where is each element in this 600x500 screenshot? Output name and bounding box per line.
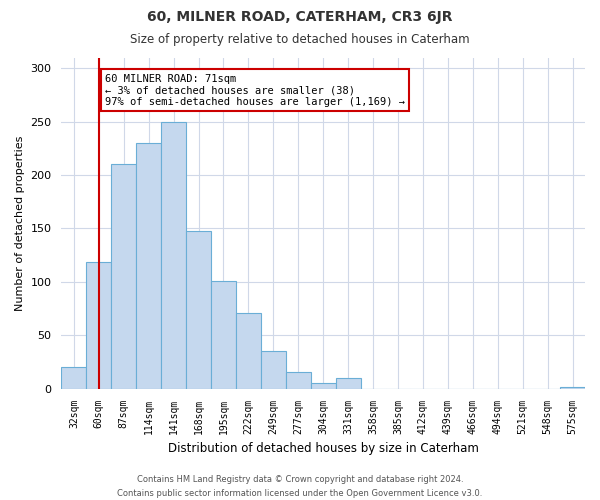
Bar bbox=[86, 262, 111, 388]
Text: Contains HM Land Registry data © Crown copyright and database right 2024.
Contai: Contains HM Land Registry data © Crown c… bbox=[118, 476, 482, 498]
Bar bbox=[311, 384, 335, 388]
Bar bbox=[236, 313, 261, 388]
Bar bbox=[335, 378, 361, 388]
Bar bbox=[261, 352, 286, 389]
Bar bbox=[61, 368, 86, 388]
Text: Size of property relative to detached houses in Caterham: Size of property relative to detached ho… bbox=[130, 32, 470, 46]
X-axis label: Distribution of detached houses by size in Caterham: Distribution of detached houses by size … bbox=[168, 442, 479, 455]
Text: 60 MILNER ROAD: 71sqm
← 3% of detached houses are smaller (38)
97% of semi-detac: 60 MILNER ROAD: 71sqm ← 3% of detached h… bbox=[105, 74, 405, 106]
Y-axis label: Number of detached properties: Number of detached properties bbox=[15, 136, 25, 311]
Bar bbox=[136, 143, 161, 388]
Bar bbox=[560, 386, 585, 388]
Bar bbox=[286, 372, 311, 388]
Bar bbox=[161, 122, 186, 388]
Bar bbox=[186, 230, 211, 388]
Bar bbox=[211, 281, 236, 388]
Bar bbox=[111, 164, 136, 388]
Text: 60, MILNER ROAD, CATERHAM, CR3 6JR: 60, MILNER ROAD, CATERHAM, CR3 6JR bbox=[147, 10, 453, 24]
